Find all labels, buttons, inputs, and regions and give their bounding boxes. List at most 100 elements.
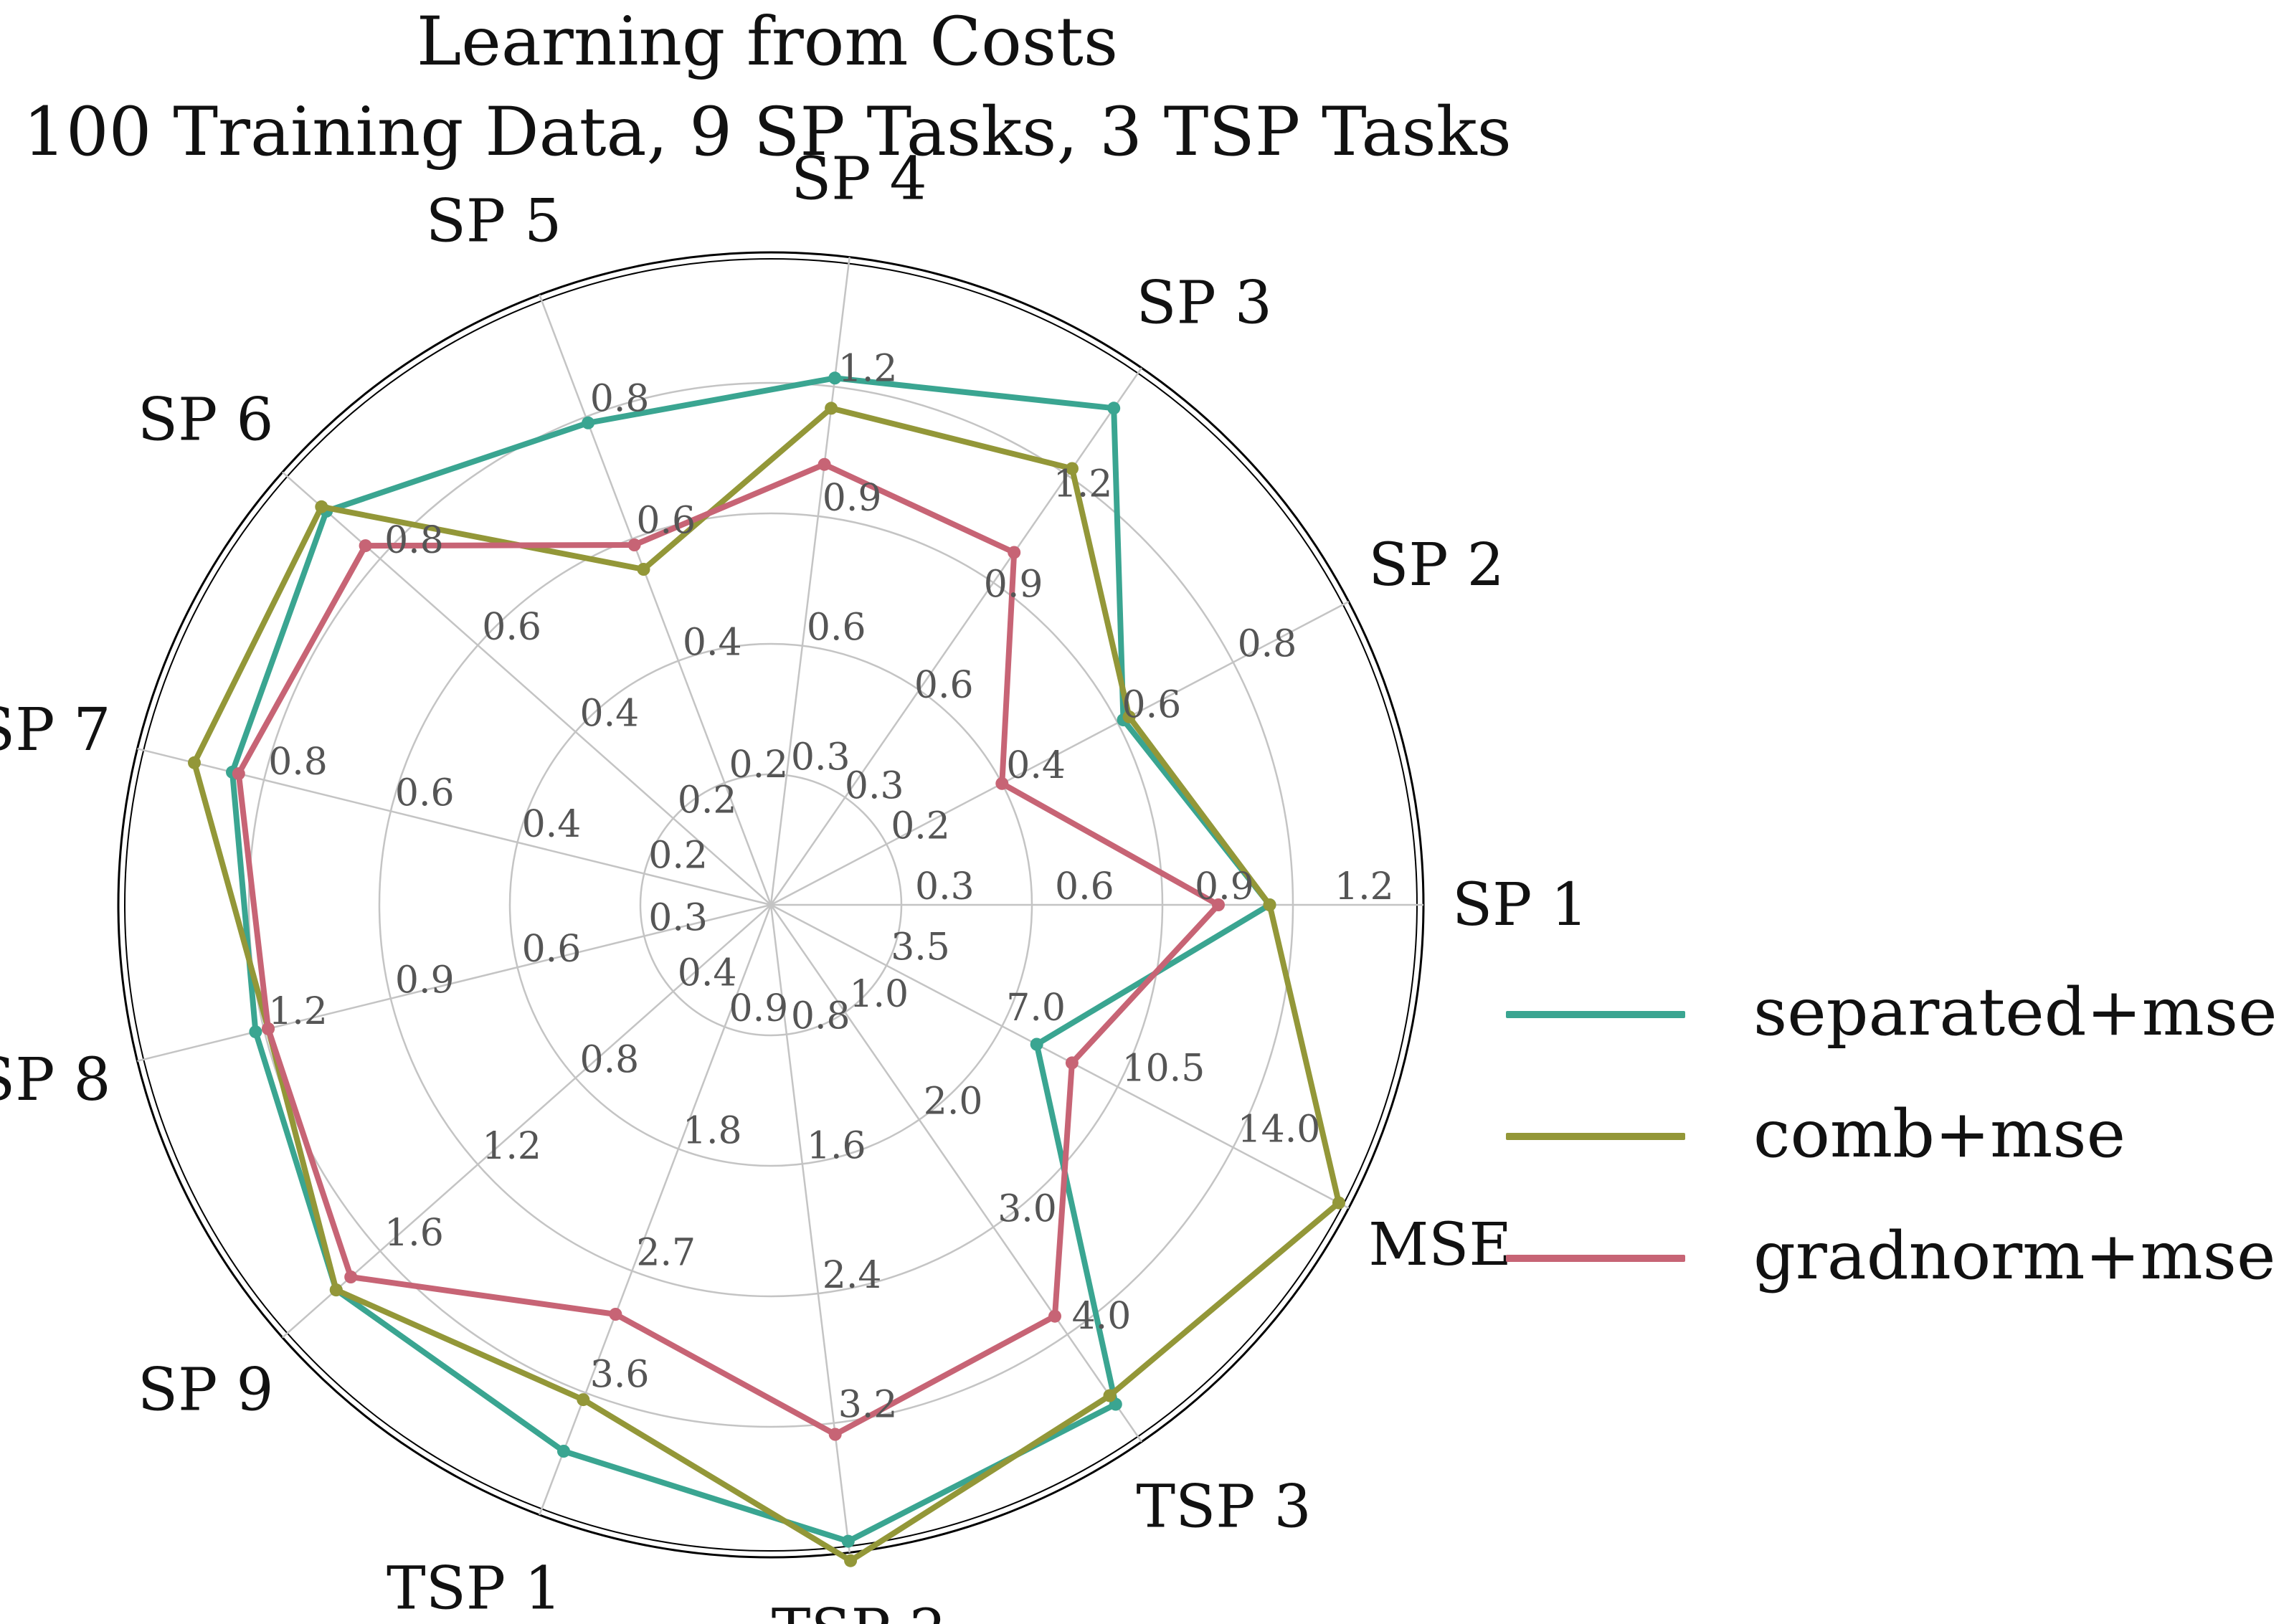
data-point-comb-mse-1	[1263, 898, 1276, 911]
tick-label: 3.0	[997, 1187, 1057, 1230]
axis-label-1: SP 1	[1452, 871, 1588, 939]
tick-label: 14.0	[1238, 1108, 1321, 1151]
tick-label: 3.5	[891, 926, 950, 969]
chart-title: Learning from Costs	[416, 3, 1119, 81]
spoke-12	[769, 904, 1142, 1443]
tick-label: 0.2	[891, 804, 950, 847]
axis-label-13: MSE	[1368, 1211, 1512, 1279]
axis-labels: SP 1 SP 2 SP 3 SP 4 SP 5 SP 6 SP 7 SP 8 SP 9 TSP …	[0, 145, 1588, 1624]
data-point-gradnorm-mse-13	[1065, 1056, 1079, 1070]
legend-label: separated+mse	[1753, 974, 2278, 1050]
series-line-comb-mse	[191, 405, 1342, 1564]
data-point-separated-mse-4	[828, 371, 842, 385]
grid	[117, 251, 1425, 1559]
tick-label: 0.6	[522, 928, 582, 971]
tick-label: 0.4	[678, 952, 737, 995]
data-point-gradnorm-mse-11	[828, 1428, 842, 1441]
tick-label: 0.8	[384, 519, 444, 562]
data-point-gradnorm-mse-9	[344, 1271, 358, 1283]
tick-label: 1.8	[683, 1109, 742, 1152]
tick-label: 3.6	[590, 1354, 650, 1397]
tick-label: 1.2	[268, 990, 328, 1033]
tick-label: 0.2	[678, 779, 737, 822]
series-line-separated-mse	[229, 375, 1273, 1544]
legend-swatch	[1506, 1255, 1685, 1262]
tick-label: 2.0	[924, 1081, 983, 1124]
tick-label: 1.2	[482, 1125, 541, 1168]
legend-swatch	[1506, 1133, 1685, 1140]
tick-label: 0.4	[683, 622, 742, 665]
data-point-gradnorm-mse-7	[232, 767, 245, 781]
tick-label: 4.0	[1072, 1295, 1132, 1338]
tick-label: 0.4	[580, 693, 640, 736]
tick-label: 0.6	[482, 606, 541, 649]
axis-label-3: SP 3	[1136, 270, 1272, 338]
legend-item-gradnorm-mse[interactable]: gradnorm+mse	[1506, 1212, 2280, 1334]
spoke-8	[137, 903, 772, 1062]
series	[188, 371, 1345, 1567]
tick-label: 0.6	[914, 664, 974, 707]
data-point-gradnorm-mse-3	[1008, 546, 1021, 559]
data-point-separated-mse-11	[841, 1534, 855, 1548]
tick-label: 3.2	[838, 1384, 898, 1427]
tick-label: 0.8	[268, 741, 328, 784]
tick-label: 1.2	[1335, 865, 1394, 908]
tick-label: 0.6	[636, 500, 696, 543]
spoke-13	[770, 903, 1350, 1210]
tick-label: 0.9	[984, 564, 1043, 607]
data-point-comb-mse-4	[825, 402, 838, 415]
data-point-gradnorm-mse-2	[995, 777, 1009, 790]
axis-label-8: SP 8	[0, 1046, 111, 1114]
data-point-gradnorm-mse-12	[1048, 1309, 1061, 1323]
tick-label: 0.3	[648, 897, 708, 940]
spoke-11	[769, 904, 850, 1553]
tick-labels: 0.3 0.6 0.9 1.2 0.2 0.4 0.6 0.8 0.3 0.6 0.9 1.2 0.3 0…	[268, 347, 1394, 1426]
data-point-comb-mse-7	[188, 756, 201, 769]
axis-label-6: SP 6	[138, 386, 274, 455]
spoke-10	[539, 904, 772, 1516]
tick-label: 2.7	[636, 1232, 696, 1275]
data-point-comb-mse-2	[1122, 710, 1136, 723]
spoke-3	[769, 367, 1142, 906]
data-point-comb-mse-6	[315, 500, 328, 513]
tick-label: 0.4	[522, 803, 582, 846]
legend-swatch	[1506, 1011, 1685, 1018]
series-line-gradnorm-mse	[235, 461, 1221, 1438]
data-point-gradnorm-mse-5	[627, 538, 641, 551]
spoke-9	[282, 904, 772, 1339]
spoke-5	[539, 294, 772, 906]
tick-label: 0.9	[1195, 865, 1254, 908]
axis-label-7: SP 7	[0, 696, 111, 764]
tick-label: 0.6	[1122, 683, 1182, 726]
data-point-separated-mse-13	[1030, 1037, 1043, 1051]
data-point-comb-mse-5	[637, 563, 650, 576]
legend-item-separated-mse[interactable]: separated+mse	[1506, 968, 2280, 1090]
axis-label-10: TSP 1	[387, 1555, 561, 1623]
tick-label: 10.5	[1122, 1048, 1205, 1091]
axis-label-2: SP 2	[1368, 531, 1504, 599]
axis-label-11: TSP 2	[772, 1597, 947, 1624]
data-point-comb-mse-13	[1332, 1196, 1345, 1210]
data-point-separated-mse-5	[582, 416, 595, 429]
tick-label: 0.6	[807, 607, 866, 650]
tick-label: 0.6	[395, 771, 455, 815]
data-point-separated-mse-3	[1107, 402, 1121, 415]
tick-label: 0.8	[580, 1038, 640, 1081]
tick-label: 0.9	[729, 987, 789, 1030]
data-point-gradnorm-mse-4	[818, 457, 831, 471]
data-point-gradnorm-mse-8	[262, 1022, 275, 1035]
chart-subtitle: 100 Training Data, 9 SP Tasks, 3 TSP Tas…	[23, 93, 1512, 171]
tick-label: 1.2	[838, 347, 898, 390]
tick-label: 1.0	[849, 973, 909, 1016]
legend-item-comb-mse[interactable]: comb+mse	[1506, 1090, 2280, 1212]
tick-label: 0.3	[915, 865, 975, 908]
tick-label: 0.3	[791, 736, 850, 779]
axis-label-5: SP 5	[426, 187, 562, 255]
data-point-comb-mse-12	[1103, 1389, 1117, 1402]
data-point-separated-mse-10	[557, 1445, 570, 1458]
data-point-comb-mse-3	[1066, 462, 1079, 475]
data-point-comb-mse-9	[329, 1283, 343, 1297]
data-point-gradnorm-mse-1	[1212, 898, 1225, 911]
spoke-4	[769, 257, 850, 906]
tick-label: 0.8	[1238, 623, 1297, 666]
